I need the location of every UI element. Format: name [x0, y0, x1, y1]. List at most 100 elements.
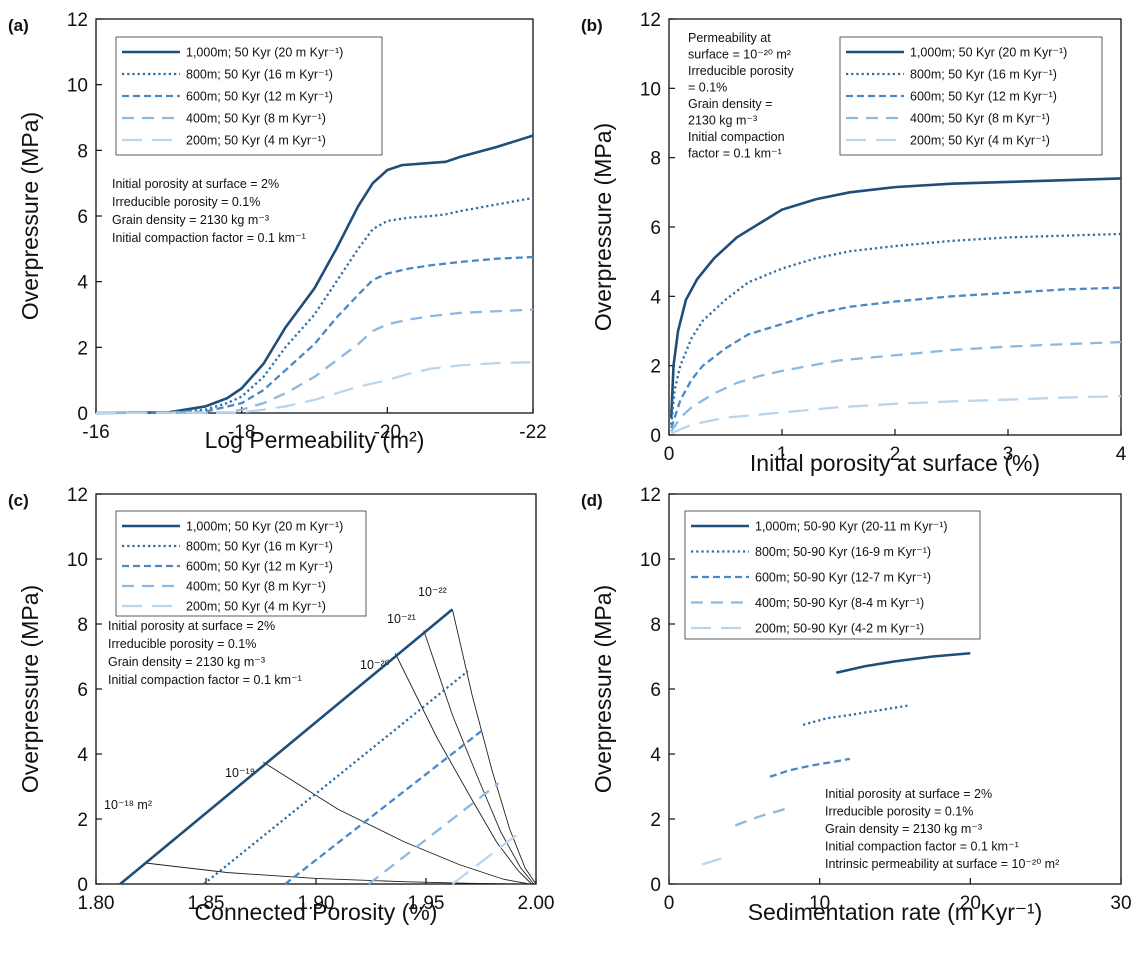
- x-tick-label: 0: [664, 444, 675, 465]
- x-tick-label: 1: [777, 444, 788, 465]
- y-tick-label: 12: [67, 10, 88, 31]
- annotation-text: Grain density =: [688, 97, 772, 111]
- series-line: [670, 395, 1122, 435]
- legend-label: 600m; 50-90 Kyr (12-7 m Kyr⁻¹): [755, 571, 931, 585]
- legend-label: 400m; 50 Kyr (8 m Kyr⁻¹): [186, 112, 326, 126]
- legend-label: 600m; 50 Kyr (12 m Kyr⁻¹): [186, 90, 333, 104]
- contour-label: 10⁻¹⁸ m²: [104, 798, 152, 812]
- permeability-contour: [394, 653, 532, 885]
- y-tick-label: 4: [650, 745, 661, 766]
- x-tick-label: -20: [374, 422, 401, 443]
- annotation-text: Grain density = 2130 kg m⁻³: [825, 822, 982, 836]
- y-axis-label: Overpressure (MPa): [17, 585, 43, 793]
- x-axis-label: Connected Porosity (%): [195, 899, 438, 925]
- y-tick-label: 12: [640, 485, 661, 506]
- legend-label: 200m; 50 Kyr (4 m Kyr⁻¹): [910, 134, 1050, 148]
- series-line: [95, 255, 534, 415]
- x-tick-label: 1.85: [188, 893, 225, 914]
- annotation-text: 2130 kg m⁻³: [688, 114, 757, 128]
- x-tick-label: -18: [228, 422, 255, 443]
- x-tick-label: 0: [664, 893, 675, 914]
- y-tick-label: 10: [640, 79, 661, 100]
- annotation-text: Initial compaction factor = 0.1 km⁻¹: [108, 673, 302, 687]
- legend-label: 600m; 50 Kyr (12 m Kyr⁻¹): [910, 90, 1057, 104]
- legend-label: 800m; 50-90 Kyr (16-9 m Kyr⁻¹): [755, 545, 931, 559]
- y-tick-label: 6: [77, 207, 88, 228]
- legend-box: [684, 510, 981, 640]
- series-line: [701, 855, 730, 866]
- legend-label: 600m; 50 Kyr (12 m Kyr⁻¹): [186, 560, 333, 574]
- legend-label: 1,000m; 50 Kyr (20 m Kyr⁻¹): [910, 46, 1067, 60]
- legend-label: 1,000m; 50 Kyr (20 m Kyr⁻¹): [186, 520, 343, 534]
- y-tick-label: 0: [650, 875, 661, 896]
- annotation-text: Initial porosity at surface = 2%: [112, 177, 279, 191]
- x-tick-label: -16: [82, 422, 109, 443]
- x-tick-label: 30: [1110, 893, 1131, 914]
- y-tick-label: 0: [77, 875, 88, 896]
- series-line: [802, 704, 911, 726]
- x-tick-label: -22: [519, 422, 546, 443]
- y-tick-label: 2: [77, 338, 88, 359]
- panel-label: (c): [8, 491, 29, 510]
- annotation-text: Grain density = 2130 kg m⁻³: [108, 655, 265, 669]
- series-line: [284, 728, 484, 885]
- legend-label: 400m; 50 Kyr (8 m Kyr⁻¹): [910, 112, 1050, 126]
- legend-box: [115, 510, 367, 617]
- legend-label: 800m; 50 Kyr (16 m Kyr⁻¹): [186, 68, 333, 82]
- y-tick-label: 8: [650, 615, 661, 636]
- y-tick-label: 12: [67, 485, 88, 506]
- x-tick-label: 4: [1116, 444, 1127, 465]
- y-tick-label: 0: [650, 426, 661, 447]
- annotation-text: Irreducible porosity = 0.1%: [825, 805, 973, 819]
- legend-label: 800m; 50 Kyr (16 m Kyr⁻¹): [186, 540, 333, 554]
- x-tick-label: 2: [890, 444, 901, 465]
- series-line: [203, 670, 469, 885]
- x-axis-label: Log Permeability (m²): [205, 427, 425, 453]
- y-tick-label: 8: [650, 149, 661, 170]
- annotation-text: Irreducible porosity: [688, 64, 794, 78]
- x-tick-label: 10: [809, 893, 830, 914]
- series-line: [95, 308, 534, 415]
- y-tick-label: 4: [77, 273, 88, 294]
- series-line: [669, 177, 1122, 418]
- y-tick-label: 10: [67, 76, 88, 97]
- annotation-text: Initial porosity at surface = 2%: [108, 619, 275, 633]
- y-tick-label: 6: [650, 218, 661, 239]
- annotation-text: Grain density = 2130 kg m⁻³: [112, 213, 269, 227]
- series-line: [95, 196, 534, 415]
- y-tick-label: 12: [640, 10, 661, 31]
- contour-label: 10⁻²²: [418, 585, 447, 599]
- series-line: [670, 232, 1122, 425]
- series-line: [835, 651, 971, 675]
- y-axis-label: Overpressure (MPa): [17, 112, 43, 320]
- series-line: [95, 134, 534, 415]
- y-tick-label: 0: [77, 404, 88, 425]
- panel-3: 0 2 4 6 8 10 12 0 10 20 30 Sedimentation rate (m Ky…: [581, 485, 1132, 925]
- annotation-text: Irreducible porosity = 0.1%: [112, 195, 260, 209]
- panel-label: (b): [581, 16, 603, 35]
- panel-label: (d): [581, 491, 603, 510]
- annotation-text: Intrinsic permeability at surface = 10⁻²…: [825, 857, 1059, 871]
- annotation-text: factor = 0.1 km⁻¹: [688, 147, 782, 161]
- series-line: [670, 340, 1122, 433]
- legend-label: 800m; 50 Kyr (16 m Kyr⁻¹): [910, 68, 1057, 82]
- series-line: [119, 608, 454, 886]
- y-tick-label: 4: [77, 745, 88, 766]
- y-axis-label: Overpressure (MPa): [590, 123, 616, 331]
- legend-label: 1,000m; 50-90 Kyr (20-11 m Kyr⁻¹): [755, 520, 948, 534]
- x-tick-label: 1.90: [298, 893, 335, 914]
- legend-label: 200m; 50 Kyr (4 m Kyr⁻¹): [186, 134, 326, 148]
- legend-label: 200m; 50-90 Kyr (4-2 m Kyr⁻¹): [755, 622, 924, 636]
- series-line: [451, 832, 520, 885]
- x-axis-label: Initial porosity at surface (%): [750, 450, 1040, 476]
- annotation-text: Initial porosity at surface = 2%: [825, 787, 992, 801]
- annotation-text: Permeability at: [688, 31, 771, 45]
- legend-label: 1,000m; 50 Kyr (20 m Kyr⁻¹): [186, 46, 343, 60]
- x-tick-label: 20: [960, 893, 981, 914]
- panel-2: 0 2 4 6 8 10 12 1.80 1.85 1.90 1.95 2.00 Connected P…: [8, 485, 554, 925]
- y-tick-label: 2: [650, 810, 661, 831]
- legend-label: 400m; 50-90 Kyr (8-4 m Kyr⁻¹): [755, 596, 924, 610]
- series-line: [95, 360, 534, 415]
- y-tick-label: 10: [67, 550, 88, 571]
